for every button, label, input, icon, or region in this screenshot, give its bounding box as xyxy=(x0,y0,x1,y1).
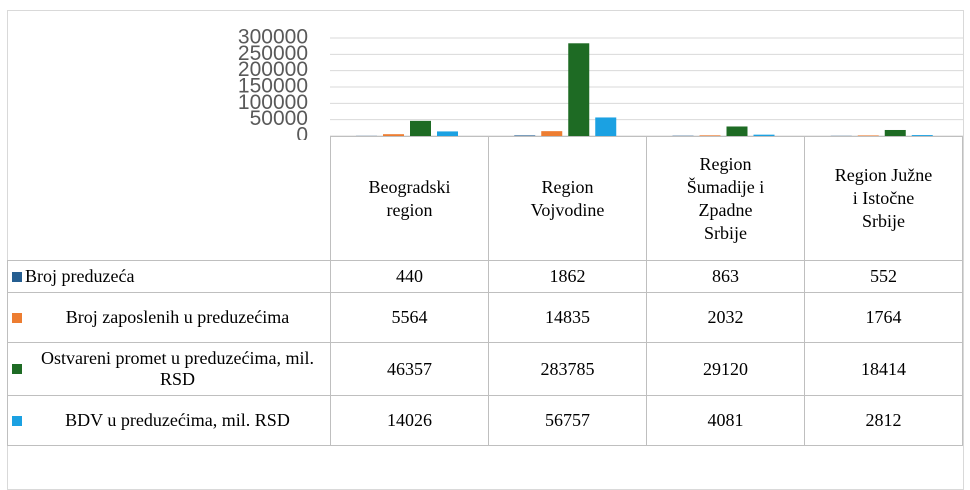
value-cell: 283785 xyxy=(489,343,647,396)
series-name-cell: BDV u preduzećima, mil. RSD xyxy=(8,396,331,446)
data-table: Beogradski region Region Vojvodine Region … xyxy=(7,136,963,446)
category-label: Beogradski region xyxy=(360,176,460,222)
value-cell: 863 xyxy=(647,261,805,293)
legend-label: Broj zaposlenih u preduzećima xyxy=(25,307,330,328)
category-cell: Region Vojvodine xyxy=(489,137,647,261)
category-cell: Region Šumadije i Zpadne Srbije xyxy=(647,137,805,261)
value-cell: 14835 xyxy=(489,293,647,343)
legend-entry: Broj preduzeća xyxy=(12,266,330,287)
blank-cell xyxy=(8,137,331,261)
value-cell: 4081 xyxy=(647,396,805,446)
series-name-cell: Broj zaposlenih u preduzećima xyxy=(8,293,331,343)
value-cell: 46357 xyxy=(331,343,489,396)
value-cell: 1764 xyxy=(805,293,963,343)
y-tick-label: 300000 xyxy=(238,26,308,49)
legend-entry: Broj zaposlenih u preduzećima xyxy=(12,307,330,328)
bar xyxy=(568,43,589,136)
value-cell: 18414 xyxy=(805,343,963,396)
category-label: Region Južne i Istočne Srbije xyxy=(834,164,934,233)
legend-entry: BDV u preduzećima, mil. RSD xyxy=(12,410,330,431)
bar xyxy=(595,117,616,136)
bar xyxy=(727,126,748,136)
value-cell: 1862 xyxy=(489,261,647,293)
value-cell: 2032 xyxy=(647,293,805,343)
value-cell: 440 xyxy=(331,261,489,293)
value-cell: 29120 xyxy=(647,343,805,396)
value-cell: 56757 xyxy=(489,396,647,446)
series-row: Ostvareni promet u preduzećima, mil. RSD… xyxy=(8,343,963,396)
bar xyxy=(410,121,431,136)
category-label: Region Vojvodine xyxy=(518,176,618,222)
legend-key xyxy=(12,364,22,374)
series-name-cell: Ostvareni promet u preduzećima, mil. RSD xyxy=(8,343,331,396)
value-cell: 2812 xyxy=(805,396,963,446)
category-cell: Region Južne i Istočne Srbije xyxy=(805,137,963,261)
legend-key xyxy=(12,416,22,426)
legend-label: BDV u preduzećima, mil. RSD xyxy=(25,410,330,431)
legend-label: Broj preduzeća xyxy=(25,266,330,287)
value-cell: 14026 xyxy=(331,396,489,446)
legend-label: Ostvareni promet u preduzećima, mil. RSD xyxy=(25,348,330,390)
category-label: Region Šumadije i Zpadne Srbije xyxy=(676,153,776,245)
legend-key xyxy=(12,272,22,282)
value-cell: 552 xyxy=(805,261,963,293)
category-cell: Beogradski region xyxy=(331,137,489,261)
header-row: Beogradski region Region Vojvodine Region … xyxy=(8,137,963,261)
value-cell: 5564 xyxy=(331,293,489,343)
legend-key xyxy=(12,313,22,323)
series-name-cell: Broj preduzeća xyxy=(8,261,331,293)
legend-entry: Ostvareni promet u preduzećima, mil. RSD xyxy=(12,348,330,390)
